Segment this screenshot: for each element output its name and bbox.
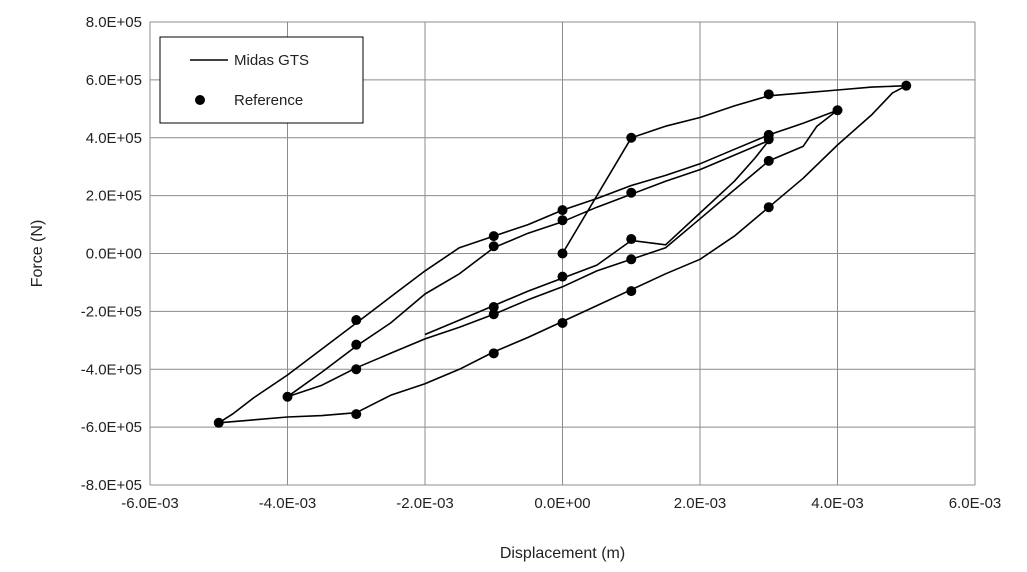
reference-point xyxy=(763,89,774,100)
reference-point xyxy=(626,187,637,198)
reference-point xyxy=(213,417,224,428)
legend-label-midas: Midas GTS xyxy=(234,52,309,69)
reference-point xyxy=(763,202,774,213)
reference-point xyxy=(557,205,568,216)
y-tick-label: 2.0E+05 xyxy=(86,188,142,205)
y-tick-label: 8.0E+05 xyxy=(86,14,142,31)
series-line-midas-gts xyxy=(218,84,908,424)
reference-point xyxy=(626,132,637,143)
reference-point xyxy=(488,241,499,252)
reference-point xyxy=(626,234,637,245)
reference-point xyxy=(557,317,568,328)
reference-point xyxy=(488,309,499,320)
reference-point xyxy=(763,129,774,140)
reference-point xyxy=(832,105,843,116)
x-tick-label: -4.0E-03 xyxy=(259,495,317,512)
y-tick-label: 6.0E+05 xyxy=(86,72,142,89)
reference-point xyxy=(488,348,499,359)
x-tick-label: 2.0E-03 xyxy=(674,495,727,512)
y-axis-ticks: 8.0E+05 6.0E+05 4.0E+05 2.0E+05 0.0E+00 -2.0E… xyxy=(81,14,142,494)
y-tick-label: -8.0E+05 xyxy=(81,477,142,494)
y-tick-label: -4.0E+05 xyxy=(81,361,142,378)
reference-point xyxy=(351,364,362,375)
reference-point xyxy=(282,391,293,402)
reference-point xyxy=(557,248,568,259)
reference-point xyxy=(488,302,499,313)
legend: Midas GTS Reference xyxy=(159,36,364,124)
reference-point xyxy=(351,315,362,326)
legend-box xyxy=(159,36,364,124)
reference-point xyxy=(557,271,568,282)
x-tick-label: -6.0E-03 xyxy=(121,495,179,512)
x-axis-ticks: -6.0E-03 -4.0E-03 -2.0E-03 0.0E+00 2.0E-03 4.… xyxy=(121,495,1001,512)
y-tick-label: 4.0E+05 xyxy=(86,130,142,147)
reference-point xyxy=(351,339,362,350)
legend-dot-swatch xyxy=(195,95,205,105)
reference-point xyxy=(763,155,774,166)
reference-point xyxy=(626,286,637,297)
reference-point xyxy=(901,80,912,91)
x-tick-label: -2.0E-03 xyxy=(396,495,454,512)
y-tick-label: 0.0E+00 xyxy=(86,246,142,263)
x-tick-label: 6.0E-03 xyxy=(949,495,1002,512)
reference-point xyxy=(351,409,362,420)
x-tick-label: 4.0E-03 xyxy=(811,495,864,512)
reference-point xyxy=(626,254,637,265)
y-tick-label: -6.0E+05 xyxy=(81,419,142,436)
y-axis-title: Force (N) xyxy=(29,220,46,288)
reference-point xyxy=(557,215,568,226)
y-tick-label: -2.0E+05 xyxy=(81,303,142,320)
x-tick-label: 0.0E+00 xyxy=(534,495,590,512)
series-layer xyxy=(213,80,912,428)
x-axis-title: Displacement (m) xyxy=(500,545,625,562)
reference-point xyxy=(488,231,499,242)
legend-label-reference: Reference xyxy=(234,92,303,109)
